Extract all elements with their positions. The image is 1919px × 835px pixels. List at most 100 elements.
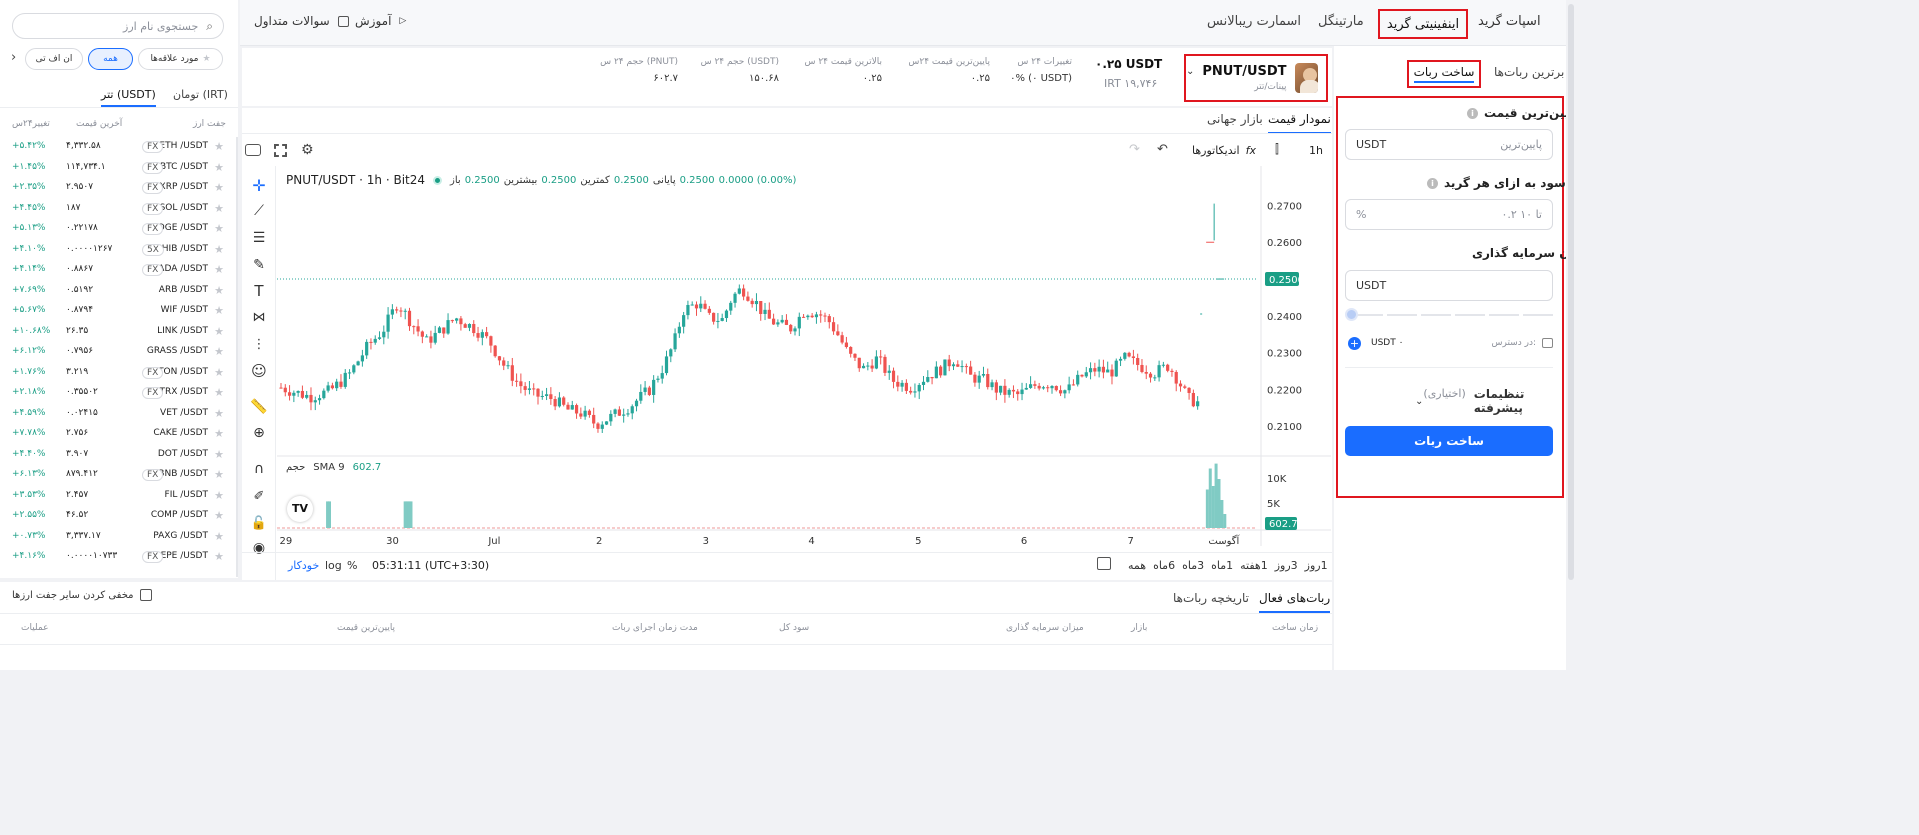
list-item[interactable]: ★ VET /USDT ۰.۰۲۴۱۵ +۴.۵۹%: [0, 404, 238, 424]
investment-slider[interactable]: [1345, 308, 1553, 322]
favorite-star-icon[interactable]: ★: [214, 140, 224, 153]
tab-global-market[interactable]: بازار جهانی: [1207, 112, 1263, 126]
column-pair[interactable]: جفت ارز: [192, 119, 226, 129]
tab-infinity-grid[interactable]: اینفینیتی گرید: [1378, 9, 1468, 39]
favorite-star-icon[interactable]: ★: [214, 386, 224, 399]
range-6m[interactable]: 6ماه: [1153, 559, 1176, 572]
favorite-star-icon[interactable]: ★: [214, 447, 224, 461]
advanced-settings-toggle[interactable]: ⌄ (اختیاری) تنظیمات پیشرفته: [1415, 387, 1555, 415]
list-item[interactable]: ★ FIL /USDT ۲.۴۵۷ +۳.۵۳%: [0, 486, 238, 506]
undo-icon[interactable]: ↶: [1157, 142, 1168, 157]
lock-drawing-icon[interactable]: ✐: [253, 488, 265, 504]
tab-smart-rebalance[interactable]: اسمارت ریبالانس: [1207, 14, 1301, 29]
tab-martingale[interactable]: مارتینگل: [1318, 14, 1364, 29]
range-all[interactable]: همه: [1128, 559, 1147, 572]
range-1m[interactable]: 1ماه: [1211, 559, 1234, 572]
list-item[interactable]: ★ BNB /USDT FX ۸۷۹.۴۱۲ +۶.۱۳%: [0, 465, 238, 485]
tab-top-bots[interactable]: برترین ربات‌ها: [1494, 65, 1564, 79]
tab-bot-history[interactable]: تاریخچه ربات‌ها: [1173, 591, 1249, 605]
ruler-icon[interactable]: 📏: [250, 399, 268, 415]
faq-link[interactable]: سوالات متداول: [254, 14, 349, 28]
tab-active-bots[interactable]: ربات‌های فعال: [1259, 591, 1331, 613]
investment-input[interactable]: USDT: [1345, 270, 1553, 301]
favorite-star-icon[interactable]: ★: [214, 406, 224, 420]
pair-selector[interactable]: ⌄ PNUT/USDT پینات/تتر: [1184, 54, 1328, 102]
page-scrollbar-thumb[interactable]: [1568, 4, 1574, 580]
favorite-star-icon[interactable]: ★: [214, 304, 224, 317]
favorite-star-icon[interactable]: ★: [214, 181, 224, 194]
range-1d[interactable]: 1روز: [1304, 559, 1328, 572]
pattern-icon[interactable]: ⋈: [252, 309, 266, 325]
list-item[interactable]: ★ SHIB /USDT 5X ۰.۰۰۰۰۱۲۶۷ +۴.۱۰%: [0, 240, 238, 260]
tab-spot-grid[interactable]: اسپات گرید: [1478, 14, 1541, 29]
settings-icon[interactable]: ⚙: [301, 142, 314, 158]
chevron-right-icon[interactable]: ›: [11, 50, 17, 65]
eye-icon[interactable]: ◉: [252, 540, 266, 556]
favorite-star-icon[interactable]: ★: [214, 222, 224, 235]
list-item[interactable]: ★ XRP /USDT FX ۲.۹۵۰۷ +۲.۳۵%: [0, 178, 238, 198]
trendline-icon[interactable]: ⟋: [254, 203, 264, 219]
add-funds-icon[interactable]: +: [1348, 336, 1361, 350]
slider-handle[interactable]: [1345, 308, 1358, 321]
range-3m[interactable]: 3ماه: [1182, 559, 1205, 572]
list-item[interactable]: ★ CAKE /USDT ۲.۷۵۶ +۷.۷۸%: [0, 424, 238, 444]
text-icon[interactable]: T: [254, 282, 264, 300]
log-toggle[interactable]: log: [325, 559, 342, 572]
profit-input[interactable]: % ۰.۲ تا ۱۰: [1345, 199, 1553, 230]
list-item[interactable]: ★ DOT /USDT ۳.۹۰۷ +۴.۴۰%: [0, 445, 238, 465]
percent-toggle[interactable]: %: [347, 559, 358, 572]
list-item[interactable]: ★ ETH /USDT FX ۴,۳۳۲.۵۸ +۵.۴۲%: [0, 137, 238, 157]
favorite-star-icon[interactable]: ★: [214, 283, 224, 297]
column-price[interactable]: آخرین قیمت: [76, 119, 123, 129]
zoom-in-icon[interactable]: ⊕: [253, 425, 265, 441]
list-item[interactable]: ★ ADA /USDT FX ۰.۸۸۶۷ +۴.۱۴%: [0, 260, 238, 280]
list-item[interactable]: ★ BTC /USDT FX ۱۱۴,۷۳۴.۱ +۱.۴۵%: [0, 158, 238, 178]
magnet-icon[interactable]: ∩: [253, 461, 265, 477]
auto-toggle[interactable]: خودکار: [288, 559, 320, 572]
hide-others-checkbox[interactable]: مخفی کردن سایر جفت ارزها: [12, 589, 152, 601]
filter-all[interactable]: همه: [88, 48, 133, 70]
market-scrollbar[interactable]: [236, 137, 238, 577]
crosshair-icon[interactable]: ✛: [252, 175, 266, 195]
fullscreen-icon[interactable]: [274, 144, 287, 157]
favorite-star-icon[interactable]: ★: [214, 365, 224, 379]
date-range-icon[interactable]: [1097, 557, 1111, 570]
favorite-star-icon[interactable]: ★: [214, 488, 224, 502]
favorite-star-icon[interactable]: ★: [214, 324, 224, 338]
filter-nft[interactable]: ان اف تی: [25, 48, 83, 70]
lock-icon[interactable]: 🔓: [250, 515, 268, 531]
market-search[interactable]: جستجوی نام ارز ⌕: [12, 13, 224, 39]
emoji-icon[interactable]: ☺: [251, 362, 267, 380]
page-scrollbar[interactable]: [1566, 0, 1919, 835]
range-1w[interactable]: 1هفته: [1240, 559, 1268, 572]
list-item[interactable]: ★ DOGE /USDT FX ۰.۲۲۱۷۸ +۵.۱۳%: [0, 219, 238, 239]
price-chart[interactable]: 0.2700 0.2600 0.2500 0.2400 0.2300 0.2200 0.21…: [277, 166, 1331, 556]
redo-icon[interactable]: ↷: [1129, 142, 1140, 157]
prediction-icon[interactable]: ⋮: [252, 336, 266, 352]
favorite-star-icon[interactable]: ★: [214, 550, 224, 563]
list-item[interactable]: ★ PEPE /USDT FX ۰.۰۰۰۰۱۰۷۳۳ +۴.۱۶%: [0, 547, 238, 567]
tab-toman[interactable]: تومان (IRT): [173, 88, 228, 101]
column-change[interactable]: تغییر۲۴س: [12, 119, 50, 129]
checkbox-box[interactable]: [139, 589, 152, 601]
brush-icon[interactable]: ✎: [253, 257, 265, 273]
lowest-price-input[interactable]: USDT پایین‌ترین: [1345, 129, 1553, 160]
list-item[interactable]: ★ TRX /USDT FX ۰.۳۵۵۰۲ +۲.۱۸%: [0, 383, 238, 403]
tab-create-bot[interactable]: ساخت ربات: [1407, 60, 1481, 88]
favorite-star-icon[interactable]: ★: [214, 509, 224, 522]
favorite-star-icon[interactable]: ★: [214, 427, 224, 440]
filter-favorites[interactable]: مورد علاقه‌ها ★: [138, 48, 223, 70]
list-item[interactable]: ★ GRASS /USDT ۰.۷۹۵۶ +۶.۱۲%: [0, 342, 238, 362]
camera-icon[interactable]: [245, 144, 261, 156]
favorite-star-icon[interactable]: ★: [214, 345, 224, 358]
favorite-star-icon[interactable]: ★: [214, 201, 224, 215]
list-item[interactable]: ★ COMP /USDT ۴۶.۵۲ +۲.۵۵%: [0, 506, 238, 526]
list-item[interactable]: ★ WIF /USDT ۰.۸۷۹۴ +۵.۶۷%: [0, 301, 238, 321]
favorite-star-icon[interactable]: ★: [214, 468, 224, 481]
tab-tether[interactable]: تتر (USDT): [101, 88, 156, 107]
fib-icon[interactable]: ☰: [252, 230, 266, 246]
list-item[interactable]: ★ SOL /USDT FX ۱۸۷ +۴.۴۵%: [0, 199, 238, 219]
list-item[interactable]: ★ TON /USDT FX ۳.۲۱۹ +۱.۷۶%: [0, 363, 238, 383]
favorite-star-icon[interactable]: ★: [214, 242, 224, 256]
interval-button[interactable]: 1h: [1309, 144, 1323, 157]
